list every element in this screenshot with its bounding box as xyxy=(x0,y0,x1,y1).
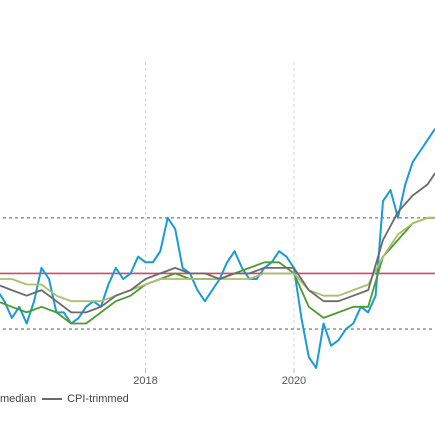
series-line-3 xyxy=(0,216,435,303)
x-tick-label-2018: 2018 xyxy=(133,375,157,387)
legend-swatch-cpi-trimmed xyxy=(42,398,63,400)
series-line-cpi-trimmed xyxy=(0,172,435,314)
legend-entry-cpi-trimmed: CPI-trimmed xyxy=(36,393,129,405)
legend: median CPI-trimmed xyxy=(0,393,129,405)
series-layer xyxy=(0,128,435,369)
legend-label-median: median xyxy=(0,393,37,405)
legend-entry-median: median xyxy=(0,393,36,405)
legend-label-cpi-trimmed: CPI-trimmed xyxy=(67,393,129,405)
x-tick-label-2020: 2020 xyxy=(282,375,306,387)
series-line-1 xyxy=(0,128,435,369)
reference-lines xyxy=(0,216,435,330)
grid-layer xyxy=(144,62,295,368)
x-axis-ticks: 2018 2020 xyxy=(133,368,306,387)
